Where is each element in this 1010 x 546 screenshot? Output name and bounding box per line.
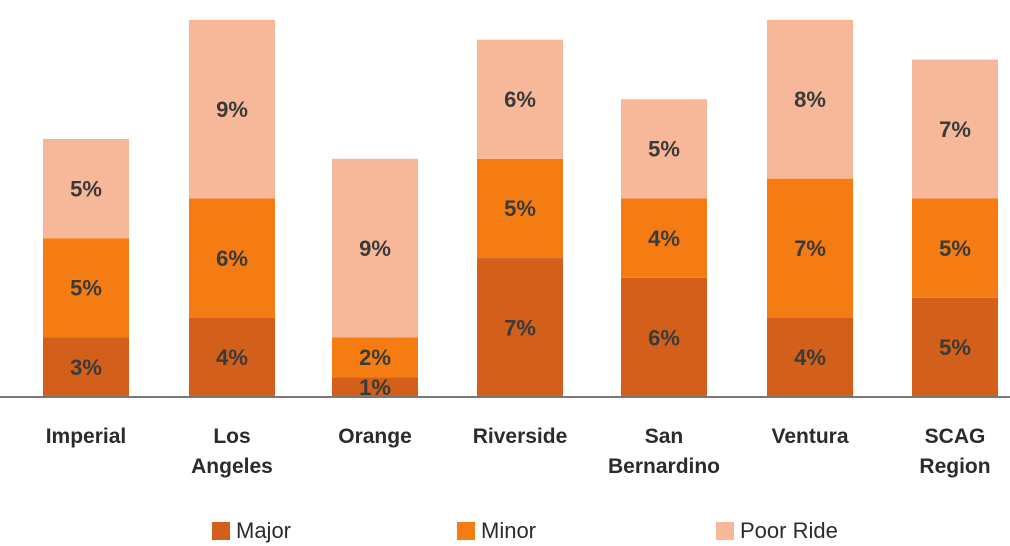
bar-segment	[43, 238, 129, 338]
x-tick-label: SCAG Region	[919, 425, 991, 478]
bar-segment	[332, 337, 418, 378]
data-label: 9%	[359, 236, 391, 261]
legend-swatch	[212, 522, 230, 540]
data-label: 8%	[794, 87, 826, 112]
data-label: 9%	[216, 97, 248, 122]
x-tick-label: Ventura	[771, 425, 849, 448]
data-label: 5%	[70, 276, 102, 301]
bar-segment	[43, 138, 129, 239]
x-tick-label: Los Angeles	[191, 425, 273, 478]
bar-segment	[767, 317, 853, 397]
bar-segment	[332, 158, 418, 338]
bar-segment	[477, 39, 563, 159]
bar-segment	[189, 317, 275, 397]
x-tick-label: San Bernardino	[608, 425, 721, 478]
x-tick-label: Imperial	[45, 425, 127, 448]
data-label: 5%	[939, 335, 971, 360]
legend-label: Minor	[481, 518, 537, 543]
data-label: 2%	[359, 345, 391, 370]
bar-segment	[332, 377, 418, 397]
legend-item: Major	[212, 518, 291, 544]
bar-segment	[621, 277, 707, 397]
legend-item: Minor	[457, 518, 536, 544]
bar-segment	[189, 19, 275, 199]
bar-segment	[767, 19, 853, 179]
legend-swatch	[716, 522, 734, 540]
legend-swatch	[457, 522, 475, 540]
data-label: 4%	[794, 345, 826, 370]
data-label: 6%	[648, 325, 680, 350]
legend-label: Major	[236, 518, 292, 543]
bar-segment	[767, 178, 853, 318]
data-label: 3%	[70, 355, 102, 380]
legend-item: Poor Ride	[716, 518, 838, 544]
bar-segment	[189, 198, 275, 318]
data-label: 5%	[504, 196, 536, 221]
x-tick-label: Orange	[338, 425, 412, 448]
bar-segment	[43, 337, 129, 397]
data-label: 4%	[648, 226, 680, 251]
data-label: 5%	[648, 137, 680, 162]
bar-segment	[912, 198, 998, 298]
data-label: 4%	[216, 345, 248, 370]
data-label: 6%	[216, 246, 248, 271]
bar-segment	[912, 297, 998, 397]
bar-segment	[912, 59, 998, 199]
data-label: 6%	[504, 87, 536, 112]
bar-segment	[621, 99, 707, 199]
bar-segment	[477, 258, 563, 397]
bar-segment	[477, 158, 563, 259]
data-label: 7%	[794, 236, 826, 261]
data-label: 7%	[939, 117, 971, 142]
bar-segment	[621, 198, 707, 278]
data-label: 5%	[70, 176, 102, 201]
data-label: 7%	[504, 315, 536, 340]
x-tick-label: Riverside	[472, 425, 568, 448]
legend-label: Poor Ride	[740, 518, 838, 543]
data-label: 5%	[939, 236, 971, 261]
data-label: 1%	[359, 375, 391, 400]
